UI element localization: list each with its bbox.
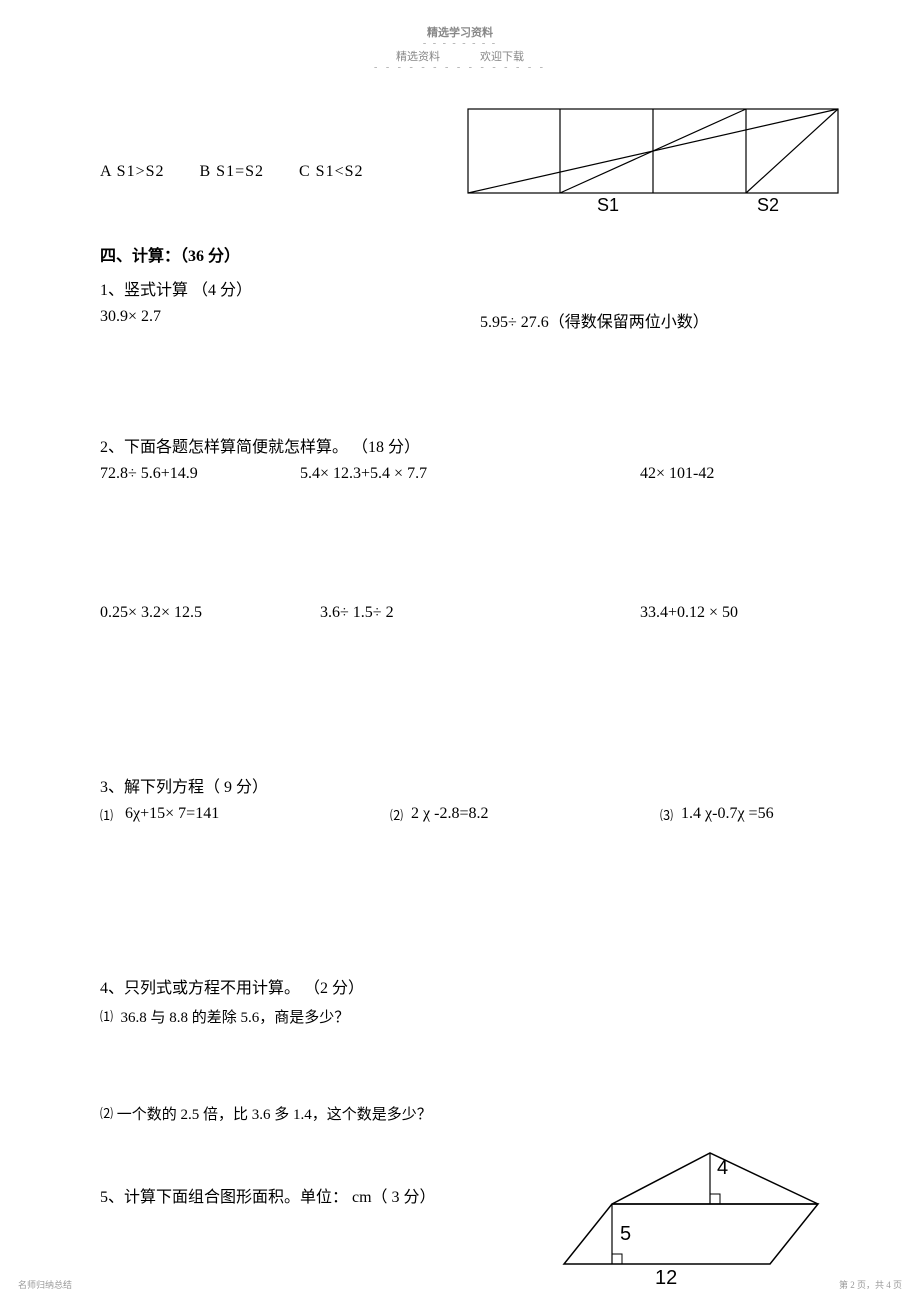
sub2-r1-c: 42× 101-42 (580, 465, 840, 483)
eq2-num: ⑵ (390, 808, 403, 823)
sub3-eq1: ⑴ 6χ+15× 7=141 (100, 805, 390, 824)
footer-left: 名师归纳总结 (18, 1278, 72, 1291)
eq1-text: 6χ+15× 7=141 (125, 805, 219, 822)
footer-right: 第 2 页，共 4 页 (839, 1278, 902, 1291)
eq2-text: 2 χ -2.8=8.2 (411, 805, 488, 822)
sub1-p2: 5.95÷ 27.6（得数保留两位小数） (480, 308, 840, 332)
sub2-r2-b: 3.6÷ 1.5÷ 2 (320, 604, 610, 622)
option-a: A S1>S2 (100, 163, 165, 180)
sub2-label: 2、下面各题怎样算简便就怎样算。 （18 分） (100, 433, 840, 457)
q4-1-num: ⑴ (100, 1009, 113, 1024)
eq1-num: ⑴ (100, 808, 113, 823)
question-3-row: A S1>S2 B S1=S2 C S1<S2 S1 S2 (100, 108, 840, 218)
q4-2-text: 一个数的 2.5 倍，比 3.6 多 1.4，这个数是多少？ (117, 1107, 432, 1123)
sub1-problems: 30.9× 2.7 5.95÷ 27.6（得数保留两位小数） (100, 308, 840, 332)
sub3-eq3: ⑶ 1.4 χ-0.7χ =56 (660, 805, 840, 824)
s2-label: S2 (757, 195, 779, 215)
sub3-label: 3、解下列方程（ 9 分） (100, 773, 840, 797)
sub2-row2: 0.25× 3.2× 12.5 3.6÷ 1.5÷ 2 33.4+0.12 × … (100, 604, 840, 622)
sub5-label: 5、计算下面组合图形面积。单位： cm（ 3 分） (100, 1148, 560, 1207)
sub2-r1-a: 72.8÷ 5.6+14.9 (100, 465, 300, 483)
q4-1-text: 36.8 与 8.8 的差除 5.6，商是多少？ (121, 1010, 350, 1026)
sub4-q2: ⑵ 一个数的 2.5 倍，比 3.6 多 1.4，这个数是多少？ (100, 1103, 840, 1124)
header-dash: - - - - - - - - - - - - - - - (374, 62, 546, 73)
sub2-r2-a: 0.25× 3.2× 12.5 (100, 604, 320, 622)
q4-2-num: ⑵ (100, 1106, 113, 1121)
label-4: 4 (717, 1157, 728, 1179)
eq3-text: 1.4 χ-0.7χ =56 (681, 805, 774, 822)
eq3-num: ⑶ (660, 808, 673, 823)
label-5: 5 (620, 1223, 631, 1245)
sub4-q1: ⑴ 36.8 与 8.8 的差除 5.6，商是多少？ (100, 1006, 840, 1027)
option-b: B S1=S2 (200, 163, 265, 180)
sub1-p1: 30.9× 2.7 (100, 308, 480, 332)
sub2-row1: 72.8÷ 5.6+14.9 5.4× 12.3+5.4 × 7.7 42× 1… (100, 465, 840, 483)
diagram-rectangles: S1 S2 (467, 108, 840, 223)
section-4-title: 四、计算：（36 分） (100, 242, 840, 266)
content-area: A S1>S2 B S1=S2 C S1<S2 S1 S2 四、计算：（36 分… (100, 108, 840, 1293)
label-12: 12 (655, 1267, 677, 1288)
s1-label: S1 (597, 195, 619, 215)
combined-shape-diagram: 4 5 12 (560, 1148, 825, 1293)
q3-options: A S1>S2 B S1=S2 C S1<S2 (100, 108, 364, 181)
option-c: C S1<S2 (299, 163, 364, 180)
sub2-r1-b: 5.4× 12.3+5.4 × 7.7 (300, 465, 580, 483)
sub5-row: 5、计算下面组合图形面积。单位： cm（ 3 分） 4 5 12 (100, 1148, 840, 1293)
sub3-eq2: ⑵ 2 χ -2.8=8.2 (390, 805, 660, 824)
sub2-r2-c: 33.4+0.12 × 50 (610, 604, 840, 622)
sub3-equations: ⑴ 6χ+15× 7=141 ⑵ 2 χ -2.8=8.2 ⑶ 1.4 χ-0.… (100, 805, 840, 824)
sub4-label: 4、只列式或方程不用计算。 （2 分） (100, 974, 840, 998)
shape-svg: 4 5 12 (560, 1148, 825, 1288)
sub1-label: 1、竖式计算 （4 分） (100, 276, 840, 300)
rectangles-svg: S1 S2 (467, 108, 840, 218)
